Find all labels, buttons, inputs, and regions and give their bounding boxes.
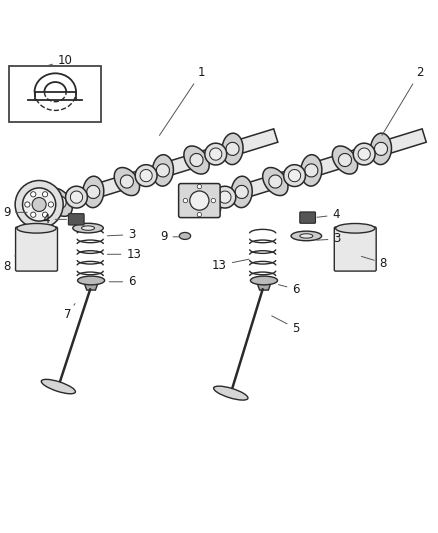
Ellipse shape bbox=[305, 164, 318, 177]
Ellipse shape bbox=[66, 186, 88, 208]
Ellipse shape bbox=[184, 146, 209, 174]
Ellipse shape bbox=[269, 175, 282, 188]
Text: 2: 2 bbox=[382, 66, 424, 135]
Ellipse shape bbox=[120, 175, 134, 188]
Text: 6: 6 bbox=[109, 275, 136, 288]
Ellipse shape bbox=[332, 146, 357, 174]
Circle shape bbox=[42, 212, 48, 217]
Polygon shape bbox=[34, 129, 278, 216]
Ellipse shape bbox=[291, 231, 321, 241]
FancyBboxPatch shape bbox=[10, 66, 101, 123]
Ellipse shape bbox=[235, 185, 248, 198]
Ellipse shape bbox=[210, 148, 222, 160]
Ellipse shape bbox=[114, 167, 140, 196]
Ellipse shape bbox=[251, 276, 278, 285]
Ellipse shape bbox=[135, 165, 157, 187]
Ellipse shape bbox=[179, 232, 191, 239]
Polygon shape bbox=[182, 129, 426, 216]
Ellipse shape bbox=[53, 196, 66, 209]
Circle shape bbox=[183, 198, 187, 203]
Ellipse shape bbox=[353, 143, 375, 165]
FancyBboxPatch shape bbox=[16, 227, 57, 271]
Text: 9: 9 bbox=[160, 230, 179, 243]
Circle shape bbox=[25, 202, 30, 207]
FancyBboxPatch shape bbox=[179, 183, 220, 217]
Text: 8: 8 bbox=[361, 256, 387, 270]
Ellipse shape bbox=[371, 133, 392, 165]
Ellipse shape bbox=[358, 148, 370, 160]
Text: 9: 9 bbox=[3, 206, 27, 219]
Text: 10: 10 bbox=[47, 54, 73, 67]
Text: 13: 13 bbox=[212, 259, 249, 272]
Circle shape bbox=[48, 202, 53, 207]
Ellipse shape bbox=[87, 185, 100, 198]
Ellipse shape bbox=[289, 169, 300, 182]
Ellipse shape bbox=[78, 276, 105, 285]
Ellipse shape bbox=[284, 165, 305, 187]
Circle shape bbox=[15, 181, 63, 229]
Circle shape bbox=[32, 198, 46, 212]
Ellipse shape bbox=[81, 226, 95, 230]
Text: 5: 5 bbox=[272, 316, 300, 335]
Text: 4: 4 bbox=[317, 208, 340, 222]
Ellipse shape bbox=[336, 223, 375, 233]
Polygon shape bbox=[256, 280, 272, 290]
Ellipse shape bbox=[73, 223, 103, 233]
Text: 7: 7 bbox=[64, 304, 75, 321]
Ellipse shape bbox=[222, 133, 243, 165]
Ellipse shape bbox=[201, 196, 215, 209]
Text: 6: 6 bbox=[279, 282, 300, 296]
Circle shape bbox=[211, 198, 215, 203]
Circle shape bbox=[190, 191, 209, 210]
FancyBboxPatch shape bbox=[68, 214, 84, 225]
Text: 3: 3 bbox=[317, 232, 341, 246]
Circle shape bbox=[31, 192, 36, 197]
Ellipse shape bbox=[47, 188, 72, 216]
Ellipse shape bbox=[226, 142, 239, 156]
Ellipse shape bbox=[41, 379, 75, 394]
Ellipse shape bbox=[71, 191, 83, 203]
Text: 13: 13 bbox=[107, 248, 141, 261]
Ellipse shape bbox=[152, 155, 173, 186]
FancyBboxPatch shape bbox=[300, 212, 315, 223]
Ellipse shape bbox=[156, 164, 170, 177]
Text: 4: 4 bbox=[42, 213, 67, 226]
Text: 8: 8 bbox=[3, 256, 15, 273]
Ellipse shape bbox=[83, 176, 104, 208]
Ellipse shape bbox=[205, 143, 226, 165]
Ellipse shape bbox=[140, 169, 152, 182]
Circle shape bbox=[31, 212, 36, 217]
Circle shape bbox=[22, 188, 56, 221]
Ellipse shape bbox=[374, 142, 388, 156]
Ellipse shape bbox=[300, 234, 313, 238]
Ellipse shape bbox=[30, 209, 41, 216]
Ellipse shape bbox=[214, 186, 236, 208]
Ellipse shape bbox=[190, 154, 203, 167]
Ellipse shape bbox=[339, 154, 352, 167]
Polygon shape bbox=[83, 280, 99, 290]
Circle shape bbox=[197, 184, 201, 189]
Ellipse shape bbox=[214, 386, 248, 400]
Ellipse shape bbox=[301, 155, 322, 186]
Ellipse shape bbox=[263, 167, 288, 196]
Ellipse shape bbox=[17, 223, 56, 233]
Circle shape bbox=[42, 192, 48, 197]
Text: 3: 3 bbox=[107, 228, 136, 241]
Ellipse shape bbox=[219, 191, 231, 203]
Ellipse shape bbox=[231, 176, 252, 208]
Text: 1: 1 bbox=[159, 66, 205, 135]
Circle shape bbox=[197, 212, 201, 217]
Ellipse shape bbox=[195, 188, 221, 216]
FancyBboxPatch shape bbox=[334, 227, 376, 271]
